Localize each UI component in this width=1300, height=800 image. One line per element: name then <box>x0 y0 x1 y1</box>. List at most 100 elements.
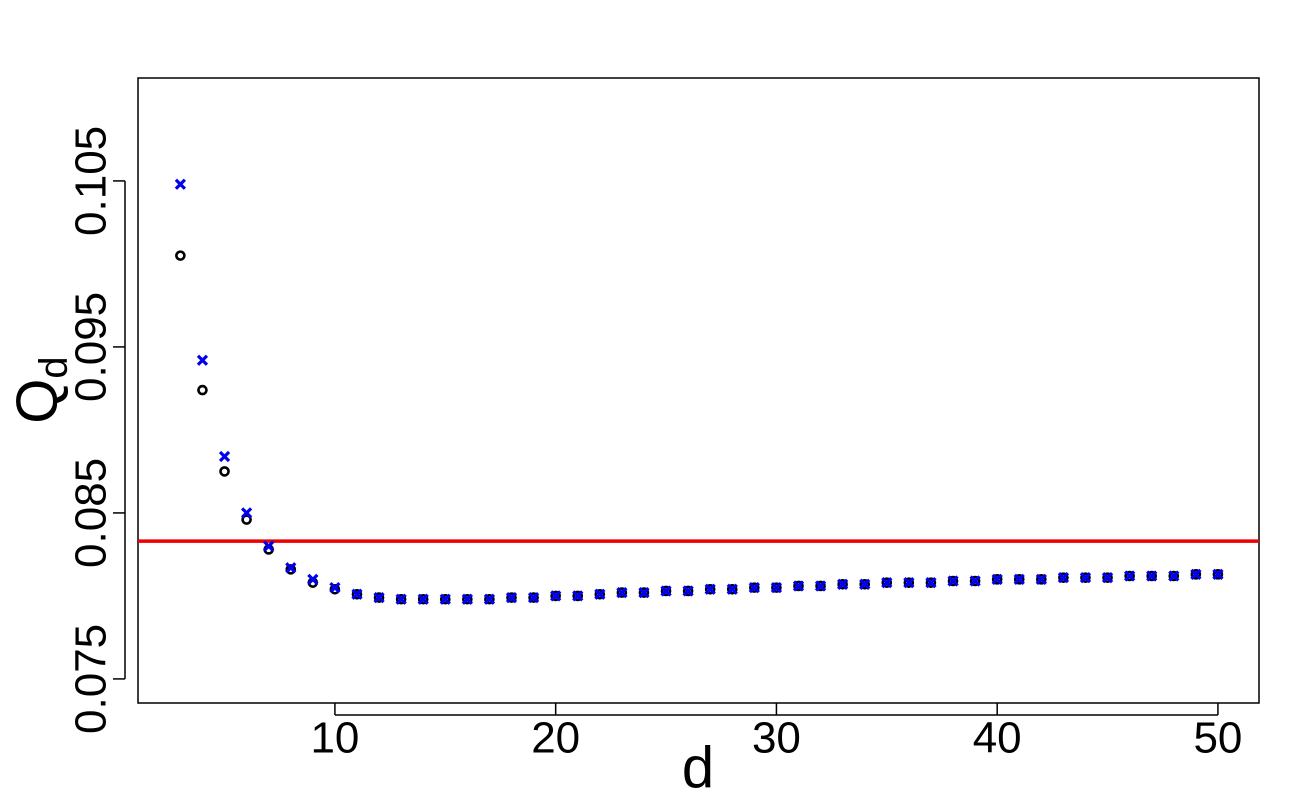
circle-marker <box>1190 569 1202 580</box>
x-marker <box>726 583 738 595</box>
x-marker <box>616 586 628 599</box>
circle-marker <box>815 580 826 592</box>
x-marker <box>196 354 209 366</box>
x-marker <box>395 593 407 605</box>
x-marker <box>417 593 429 605</box>
x-marker <box>527 591 540 604</box>
circle-marker <box>1102 572 1113 583</box>
circle-marker <box>484 593 495 605</box>
circle-marker <box>175 250 186 261</box>
x-marker <box>1079 572 1092 584</box>
circle-marker <box>837 579 848 590</box>
x-marker <box>792 580 805 592</box>
circle-marker <box>969 575 981 587</box>
circle-marker <box>1036 574 1047 585</box>
circle-marker <box>925 577 937 588</box>
circle-marker <box>682 585 694 597</box>
x-marker <box>329 581 341 594</box>
circle-marker <box>197 384 208 396</box>
circle-marker <box>726 583 738 595</box>
circle-marker <box>1212 569 1224 580</box>
x-tick-label: 20 <box>531 714 580 763</box>
y-tick-label: 0.095 <box>67 292 116 402</box>
x-marker <box>550 590 562 602</box>
circle-marker <box>373 592 385 603</box>
y-tick-label: 0.085 <box>67 458 116 568</box>
y-axis-title-main: Q <box>5 379 70 424</box>
circle-marker <box>219 466 230 477</box>
x-marker <box>483 593 496 605</box>
circle-marker <box>947 575 959 587</box>
x-tick-label: 10 <box>310 714 359 763</box>
x-marker <box>704 583 716 595</box>
x-marker <box>285 562 297 574</box>
x-marker <box>307 573 319 585</box>
x-marker <box>1190 568 1202 580</box>
circle-marker <box>351 588 363 600</box>
x-marker <box>947 575 959 587</box>
y-tick-label: 0.075 <box>67 624 116 734</box>
circle-marker <box>528 592 539 603</box>
circle-marker <box>417 593 429 605</box>
circle-marker <box>572 590 584 602</box>
x-marker <box>572 590 584 602</box>
circle-marker <box>395 593 407 605</box>
x-marker <box>218 450 231 463</box>
x-marker <box>991 573 1003 585</box>
x-marker <box>1124 570 1136 582</box>
x-marker <box>1035 573 1047 585</box>
circle-marker <box>903 577 915 588</box>
x-marker <box>373 591 385 604</box>
y-tick-label: 0.105 <box>67 126 116 236</box>
x-marker <box>748 581 760 594</box>
circle-marker <box>991 574 1003 585</box>
x-marker <box>881 577 893 589</box>
x-marker <box>859 578 871 590</box>
x-marker <box>1146 570 1158 582</box>
x-marker <box>439 593 451 605</box>
circle-marker <box>1080 572 1091 583</box>
x-tick-label: 30 <box>752 714 801 763</box>
circle-marker <box>329 583 341 595</box>
circle-marker <box>241 514 252 525</box>
circle-marker <box>859 579 871 590</box>
x-marker <box>660 585 672 597</box>
circle-marker <box>1124 570 1135 582</box>
circle-marker <box>1168 570 1180 582</box>
circle-marker <box>660 585 672 597</box>
x-marker <box>903 577 915 589</box>
circle-marker <box>638 587 650 598</box>
plot-frame <box>137 77 1260 704</box>
circle-marker <box>704 583 716 595</box>
circle-marker <box>1058 572 1069 583</box>
x-marker <box>837 578 849 590</box>
circle-marker <box>771 582 782 593</box>
x-marker <box>682 585 694 597</box>
circle-marker <box>749 582 760 593</box>
x-marker <box>594 588 606 600</box>
x-marker <box>240 507 253 519</box>
x-tick-label: 50 <box>1193 714 1242 763</box>
circle-marker <box>1146 570 1158 582</box>
circle-marker <box>881 577 893 588</box>
x-tick-label: 40 <box>973 714 1022 763</box>
x-axis-title: d <box>682 735 714 800</box>
circle-marker <box>439 593 451 605</box>
x-marker <box>461 593 473 605</box>
x-marker <box>1212 568 1224 580</box>
x-marker <box>925 577 937 589</box>
circle-marker <box>506 592 517 603</box>
x-marker <box>174 178 187 190</box>
x-marker <box>1101 572 1114 584</box>
circle-marker <box>462 593 473 605</box>
circle-marker <box>285 564 297 575</box>
x-marker <box>1013 573 1025 585</box>
circle-marker <box>793 580 804 592</box>
x-marker <box>351 588 363 600</box>
x-marker <box>969 575 981 587</box>
x-marker <box>770 581 783 594</box>
circle-marker <box>1013 574 1025 585</box>
circle-marker <box>550 590 561 602</box>
